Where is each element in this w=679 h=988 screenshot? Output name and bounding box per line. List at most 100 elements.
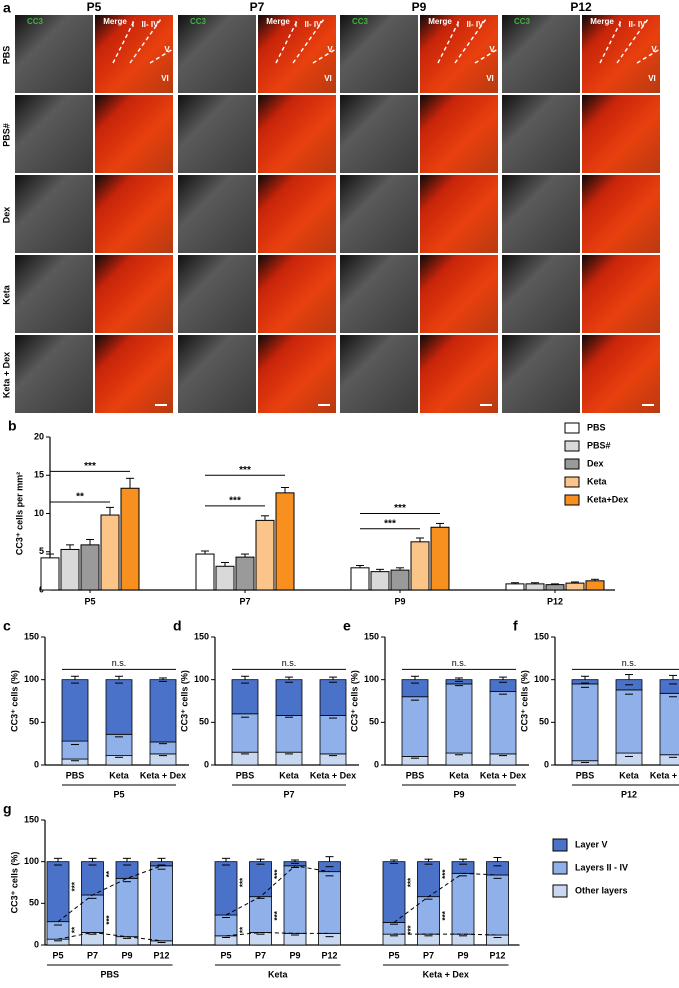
- y-tick-label: 150: [534, 631, 549, 641]
- bar-segment: [46, 861, 70, 923]
- y-tick-label: 50: [199, 717, 209, 727]
- channel-label: CC3: [514, 17, 531, 26]
- y-tick-label: 150: [24, 814, 39, 824]
- channel-label: CC3: [27, 17, 44, 26]
- y-tick-label: 20: [34, 431, 44, 441]
- bar-segment: [451, 861, 475, 874]
- x-tick-label: P5: [84, 596, 95, 606]
- significance-label: **: [70, 926, 79, 933]
- micrograph: [178, 15, 256, 93]
- panel-letter: c: [3, 618, 11, 634]
- y-tick-label: 50: [369, 717, 379, 727]
- layer-label: VI: [161, 74, 169, 83]
- bar-segment: [451, 872, 475, 935]
- legend-label: Dex: [587, 458, 604, 468]
- layer-label: II- IV: [629, 20, 647, 29]
- y-tick-label: 50: [29, 717, 39, 727]
- column-label: P12: [570, 0, 592, 14]
- micrograph: [502, 95, 580, 173]
- micrograph: [15, 255, 93, 333]
- bar-segment: [417, 896, 440, 935]
- significance-label: ***: [105, 914, 114, 924]
- significance-label: ***: [441, 910, 450, 920]
- layer-boundary: [129, 18, 162, 64]
- panel-letter: b: [8, 418, 17, 434]
- layer-boundary: [275, 18, 299, 64]
- x-tick-label: P7: [423, 950, 434, 960]
- bar-segment: [115, 861, 139, 879]
- bar: [255, 519, 275, 591]
- bar-segment: [61, 758, 89, 766]
- layer-label: VI: [486, 74, 494, 83]
- column-label: P7: [250, 0, 265, 14]
- micrograph: [95, 255, 173, 333]
- legend-swatch: [564, 476, 580, 488]
- significance-label: n.s.: [622, 658, 637, 668]
- micrograph: [420, 15, 498, 93]
- bar-segment: [382, 861, 406, 923]
- layer-label: V: [327, 45, 333, 54]
- legend-label: PBS#: [587, 440, 611, 450]
- bar-segment: [231, 713, 259, 753]
- micrograph: [178, 175, 256, 253]
- bar: [350, 567, 370, 591]
- panel-letter: a: [3, 0, 11, 16]
- significance-label: **: [76, 492, 84, 503]
- bar-segment: [445, 683, 473, 754]
- significance-label: ***: [394, 503, 406, 514]
- significance-label: **: [105, 870, 114, 877]
- channel-label: Merge: [103, 17, 127, 26]
- panel-letter: g: [3, 801, 12, 817]
- micrograph: [15, 175, 93, 253]
- bar-segment: [105, 679, 133, 735]
- bar: [195, 553, 215, 591]
- significance-label: ***: [238, 877, 247, 887]
- layer-boundary: [474, 48, 499, 64]
- significance-label: ***: [384, 518, 396, 529]
- y-tick-label: 5: [39, 546, 44, 556]
- significance-label: **: [238, 926, 247, 933]
- group-label: PBS: [100, 969, 119, 979]
- micrograph: [340, 15, 418, 93]
- micrograph: [15, 15, 93, 93]
- micrograph: [258, 175, 336, 253]
- y-tick-label: 0: [374, 759, 379, 769]
- x-tick-label: P9: [394, 596, 405, 606]
- bar-segment: [659, 692, 679, 756]
- bar-segment: [486, 874, 509, 936]
- row-label: PBS: [1, 46, 11, 65]
- layer-boundary: [636, 48, 661, 64]
- significance-label: ***: [229, 495, 241, 506]
- micrograph: [340, 255, 418, 333]
- bar-segment: [81, 894, 104, 933]
- significance-label: ***: [273, 869, 282, 879]
- x-tick-label: P5: [52, 950, 63, 960]
- micrograph: [502, 335, 580, 413]
- y-tick-label: 100: [24, 856, 39, 866]
- bar-segment: [46, 938, 70, 946]
- x-tick-label: P12: [321, 950, 337, 960]
- channel-label: Merge: [266, 17, 290, 26]
- layer-label: V: [489, 45, 495, 54]
- micrograph: [420, 255, 498, 333]
- micrograph: [420, 175, 498, 253]
- significance-label: n.s.: [452, 658, 467, 668]
- micrograph: [95, 335, 173, 413]
- legend-swatch: [564, 440, 580, 452]
- x-tick-label: P12: [153, 950, 169, 960]
- channel-label: Merge: [590, 17, 614, 26]
- significance-label: n.s.: [112, 658, 127, 668]
- legend-swatch: [564, 422, 580, 434]
- micrograph: [258, 15, 336, 93]
- y-axis-label: CC3⁺ cells (%): [519, 670, 529, 732]
- micrograph: [340, 95, 418, 173]
- bar: [430, 526, 450, 591]
- micrograph: [340, 175, 418, 253]
- micrograph: [502, 175, 580, 253]
- micrograph: [258, 95, 336, 173]
- bar: [60, 548, 80, 591]
- y-tick-label: 0: [34, 939, 39, 949]
- y-tick-label: 100: [534, 674, 549, 684]
- layer-boundary: [112, 18, 136, 64]
- x-tick-label: Keta + Dex: [480, 770, 526, 780]
